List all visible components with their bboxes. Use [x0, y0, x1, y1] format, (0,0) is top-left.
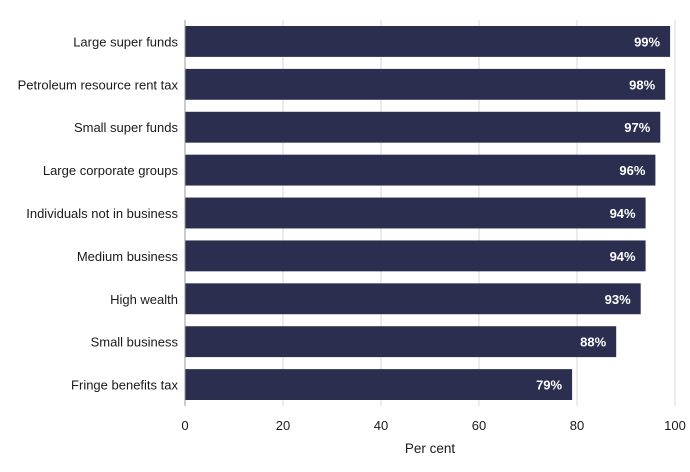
bar-data-label: 93% — [605, 292, 631, 307]
bar — [185, 111, 661, 143]
bar-data-label: 97% — [624, 120, 650, 135]
bar-data-label: 99% — [634, 34, 660, 49]
bar-data-label: 79% — [536, 378, 562, 393]
category-label: Small super funds — [74, 120, 179, 135]
bar — [185, 283, 641, 315]
x-tick-label: 20 — [276, 418, 290, 433]
category-label: Small business — [91, 335, 179, 350]
bar-data-label: 98% — [629, 77, 655, 92]
x-tick-label: 60 — [472, 418, 486, 433]
category-label: Large super funds — [73, 34, 178, 49]
category-labels: Large super funds Petroleum resource rent… — [18, 34, 179, 392]
x-tick-labels: 0 20 40 60 80 100 — [181, 418, 685, 433]
x-tick-label: 40 — [374, 418, 388, 433]
category-label: Large corporate groups — [43, 163, 179, 178]
x-tick-label: 80 — [570, 418, 584, 433]
bars: 99% 98% 97% 96% 94% 94% 93% 88% 79% — [185, 26, 671, 400]
category-label: Individuals not in business — [26, 206, 178, 221]
bar-data-label: 94% — [610, 249, 636, 264]
category-label: Medium business — [77, 249, 179, 264]
category-label: Fringe benefits tax — [71, 378, 178, 393]
bar — [185, 26, 671, 57]
bar — [185, 68, 666, 100]
bar — [185, 240, 646, 272]
x-tick-label: 100 — [664, 418, 686, 433]
bar — [185, 326, 617, 358]
bar-data-label: 96% — [619, 163, 645, 178]
bar-data-label: 94% — [610, 206, 636, 221]
bar — [185, 369, 573, 400]
x-tick-label: 0 — [181, 418, 188, 433]
x-axis-title: Per cent — [405, 441, 456, 456]
bar — [185, 154, 656, 186]
bar — [185, 197, 646, 229]
category-label: High wealth — [110, 292, 178, 307]
bar-data-label: 88% — [580, 335, 606, 350]
category-label: Petroleum resource rent tax — [18, 77, 179, 92]
